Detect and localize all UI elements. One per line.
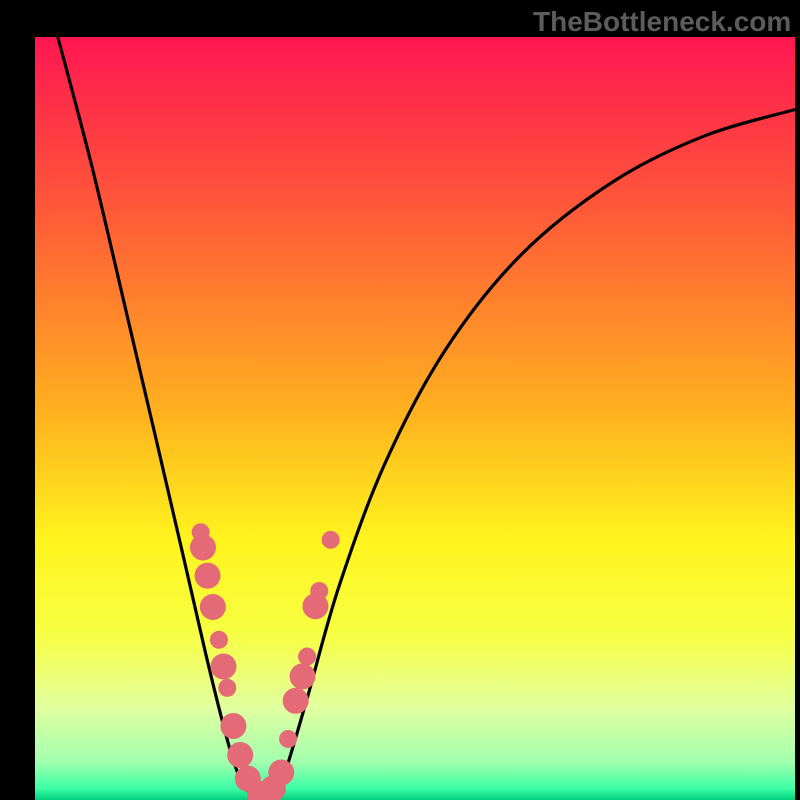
gradient-background: [35, 37, 795, 800]
marker-dot: [279, 730, 297, 748]
marker-dot: [195, 563, 221, 589]
marker-dot: [298, 648, 316, 666]
marker-dot: [322, 531, 340, 549]
watermark-label: TheBottleneck.com: [533, 6, 791, 38]
marker-dot: [218, 679, 236, 697]
marker-dot: [268, 760, 294, 786]
chart-root: TheBottleneck.com: [0, 0, 800, 800]
marker-dot: [283, 688, 309, 714]
marker-dot: [210, 631, 228, 649]
plot-svg: [35, 37, 795, 800]
plot-area: [35, 37, 795, 800]
marker-dot: [227, 742, 253, 768]
marker-dot: [310, 582, 328, 600]
marker-dot: [210, 653, 236, 679]
marker-dot: [190, 534, 216, 560]
marker-dot: [200, 594, 226, 620]
marker-dot: [220, 713, 246, 739]
marker-dot: [290, 663, 316, 689]
